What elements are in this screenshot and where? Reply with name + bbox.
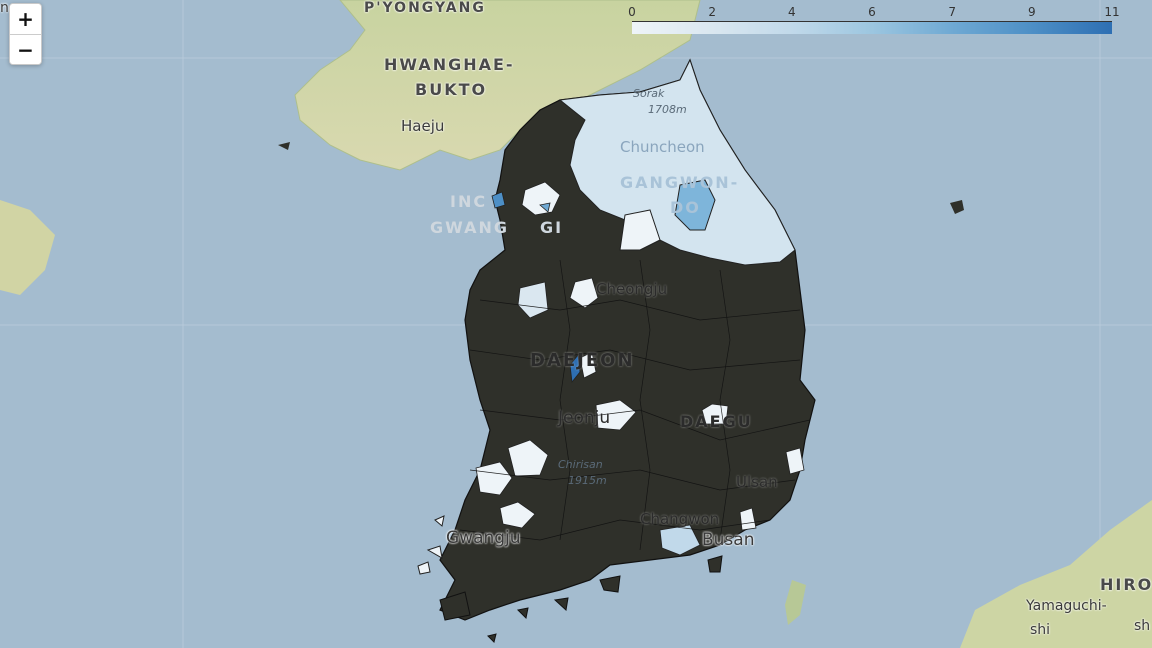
- north-korea-land: [294, 0, 701, 171]
- zoom-in-button[interactable]: +: [10, 4, 41, 34]
- label-jeonju: Jeonju: [558, 408, 611, 428]
- label-busan: Busan: [702, 530, 755, 550]
- legend-swatch: [952, 22, 1032, 34]
- zoom-out-button[interactable]: −: [10, 34, 41, 64]
- legend-axis-line: [632, 21, 1112, 22]
- legend-tick: 7: [948, 5, 956, 19]
- label-cheongju: Cheongju: [596, 280, 668, 298]
- label-gwangju: Gwangju: [446, 528, 521, 548]
- label-gyeonggi-1: GWANG: [430, 218, 509, 237]
- label-sorak-height: 1708m: [648, 103, 687, 116]
- legend-tick: 9: [1028, 5, 1036, 19]
- nk-islet: [278, 142, 290, 150]
- label-sorak: Sorak: [633, 87, 665, 100]
- legend-tick: 4: [788, 5, 796, 19]
- gangwon-dark-cell: [674, 179, 716, 231]
- label-hwanghae-2: BUKTO: [415, 80, 488, 99]
- label-edge-sh: sh: [1134, 618, 1151, 634]
- label-yamaguchi-2: shi: [1030, 622, 1051, 638]
- legend-tick: 2: [708, 5, 716, 19]
- label-changwon: Changwon: [640, 510, 720, 528]
- zoom-control: + −: [9, 3, 42, 65]
- label-haeju: Haeju: [401, 117, 445, 135]
- label-ulsan: Ulsan: [736, 473, 778, 491]
- district-boundaries: [459, 259, 811, 551]
- seoul-cluster: [491, 181, 561, 216]
- legend-swatch: [792, 22, 872, 34]
- japan-small-island: [785, 580, 806, 625]
- legend-ticks: 0 2 4 6 7 9 11: [628, 5, 1119, 19]
- western-islets: [417, 515, 445, 575]
- japan-land: [960, 500, 1152, 648]
- label-gangwon-2: DO: [670, 198, 701, 217]
- label-daejeon: DAEJEON: [530, 350, 635, 371]
- choropleth-legend: 0 2 4 6 7 9 11: [628, 5, 1120, 35]
- label-chuncheon: Chuncheon: [620, 138, 705, 156]
- legend-tick: 6: [868, 5, 876, 19]
- legend-swatch: [1032, 22, 1112, 34]
- label-incheon: INC: [450, 192, 488, 211]
- label-edge-n: n: [0, 0, 9, 16]
- label-pyongyang: P'YONGYANG: [364, 0, 486, 16]
- label-gyeonggi-2: GI: [540, 218, 564, 237]
- label-yamaguchi: Yamaguchi-: [1026, 598, 1107, 614]
- legend-swatch: [632, 22, 712, 34]
- legend-swatch: [872, 22, 952, 34]
- label-jirisan-height: 1915m: [568, 474, 607, 487]
- label-hwanghae-1: HWANGHAE-: [384, 55, 515, 74]
- legend-color-bar: [632, 22, 1112, 34]
- left-island: [0, 200, 55, 295]
- gangwon-white-cell: [619, 209, 661, 251]
- label-gangwon-1: GANGWON-: [620, 173, 740, 192]
- legend-swatch: [712, 22, 792, 34]
- gangwon-region: [558, 58, 796, 266]
- southern-islands: [439, 555, 723, 643]
- legend-tick: 0: [628, 5, 636, 19]
- dokdo-islet: [950, 200, 964, 214]
- label-jirisan: Chirisan: [558, 458, 603, 471]
- label-daegu: DAEGU: [680, 412, 753, 431]
- legend-tick: 11: [1104, 5, 1120, 19]
- label-hiroshima: HIRO: [1100, 575, 1152, 594]
